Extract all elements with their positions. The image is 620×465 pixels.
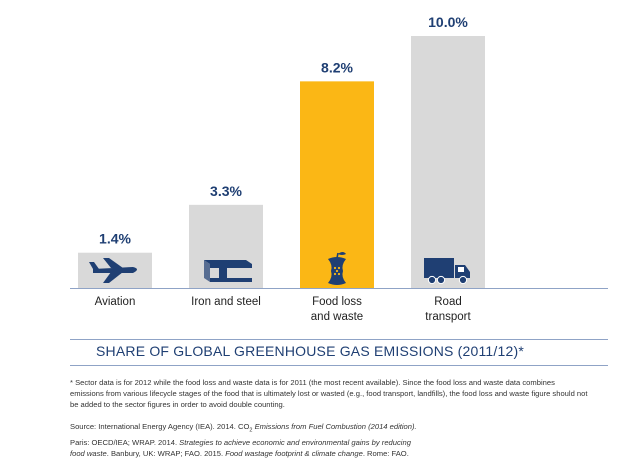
truck-wheel: [458, 275, 468, 285]
apple-seed: [337, 266, 341, 270]
apple-core-icon: [328, 252, 346, 285]
category-label: and waste: [311, 311, 363, 323]
apple-seed: [335, 269, 339, 273]
category-label: Aviation: [95, 296, 136, 308]
value-label: 8.2%: [321, 59, 353, 75]
beam-web: [219, 268, 227, 278]
bar-3: [411, 36, 485, 288]
bar-chart: 1.4% Aviation 3.3% Iron and steel 8.2% Food l…: [78, 14, 485, 323]
truck-icon: [424, 258, 470, 285]
apple-seed: [333, 266, 337, 270]
apple-seed: [333, 272, 337, 276]
airplane-wing-top: [103, 258, 123, 268]
category-label: Iron and steel: [191, 296, 261, 308]
truck-wheel: [427, 275, 437, 285]
title-rule-top: [70, 339, 608, 340]
beam-bottom-flange: [210, 278, 252, 282]
footnote: * Sector data is for 2012 while the food…: [70, 378, 588, 409]
category-label: transport: [425, 311, 471, 323]
apple-seed: [337, 272, 341, 276]
beam-side: [204, 260, 210, 282]
bar-2: [300, 81, 374, 288]
value-label: 3.3%: [210, 183, 242, 199]
source-line-2: Paris: OECD/IEA; WRAP. 2014. Strategies …: [70, 437, 411, 447]
chart-baseline: [70, 288, 608, 289]
value-label: 1.4%: [99, 231, 131, 247]
airplane-fuselage: [93, 267, 137, 273]
steel-beam-icon: [204, 260, 252, 282]
truck-box: [424, 258, 454, 278]
category-label: Food loss: [312, 296, 362, 308]
source-line-1: Source: International Energy Agency (IEA…: [70, 422, 417, 434]
apple-leaf: [338, 252, 346, 255]
value-label: 10.0%: [428, 14, 468, 30]
category-label: Road: [434, 296, 462, 308]
airplane-wing-bottom: [103, 272, 123, 283]
chart-title: SHARE OF GLOBAL GREENHOUSE GAS EMISSIONS…: [96, 343, 524, 359]
airplane-tail: [89, 262, 99, 269]
beam-top-flange: [210, 264, 252, 268]
source-line-3: food waste. Banbury, UK: WRAP; FAO. 2015…: [70, 448, 409, 458]
beam-top-face: [204, 260, 252, 264]
truck-wheel: [436, 275, 446, 285]
source-citation: Source: International Energy Agency (IEA…: [70, 421, 590, 459]
apple-stem: [336, 252, 339, 259]
truck-window: [458, 267, 464, 272]
airplane-icon: [89, 258, 137, 283]
title-rule-bottom: [70, 365, 608, 366]
